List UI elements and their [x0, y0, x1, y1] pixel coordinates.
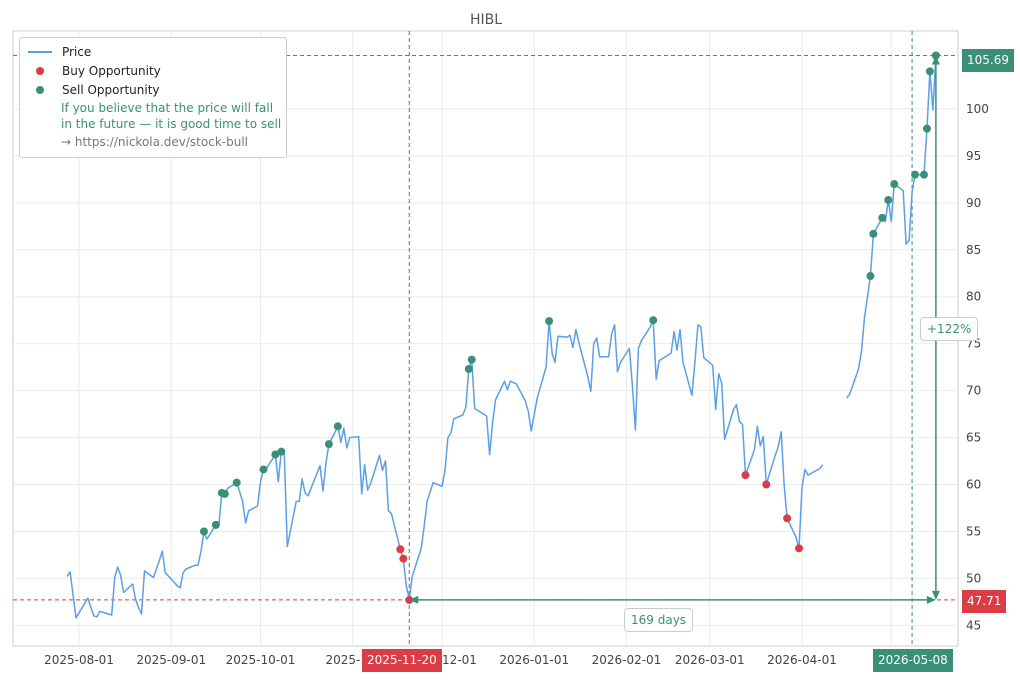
buy-point	[396, 545, 405, 554]
legend-label-sell: Sell Opportunity	[62, 83, 160, 97]
y-tick-label: 95	[966, 149, 981, 163]
buy-dot-swatch	[36, 67, 44, 75]
legend-link[interactable]: → https://nickola.dev/stock-bull	[61, 135, 248, 149]
y-tick-label: 90	[966, 196, 981, 210]
gain-arrow-head-bottom	[931, 590, 940, 600]
sell-point	[211, 520, 220, 529]
gain-arrow-head-top	[931, 55, 940, 65]
buy-point	[795, 544, 804, 553]
sell-point	[890, 180, 899, 189]
sell-dot-swatch	[36, 86, 44, 94]
gain-badge: +122%	[920, 317, 979, 341]
x-tick-label: 2026-01-01	[499, 653, 569, 667]
chart-title: HIBL	[470, 12, 502, 28]
sell-point	[333, 422, 342, 431]
sell-point	[545, 317, 554, 326]
max-date-badge: 2026-05-08	[873, 649, 953, 672]
y-tick-label: 60	[966, 478, 981, 492]
y-tick-label: 85	[966, 243, 981, 257]
sell-point	[277, 447, 286, 456]
min-price-badge: 47.71	[962, 590, 1007, 613]
sell-point	[232, 478, 241, 487]
legend-item-buy: Buy Opportunity	[28, 62, 161, 80]
duration-arrow-head-left	[409, 595, 419, 604]
sell-point	[467, 355, 476, 364]
buy-point	[783, 514, 792, 523]
price-line	[66, 319, 824, 619]
legend-note: If you believe that the price will fall …	[61, 101, 282, 131]
legend-label-buy: Buy Opportunity	[62, 64, 161, 78]
y-tick-label: 70	[966, 384, 981, 398]
x-tick-label: 2026-04-01	[767, 653, 837, 667]
sell-point	[878, 213, 887, 222]
y-tick-label: 45	[966, 618, 981, 632]
sell-point	[324, 440, 333, 449]
price-series	[66, 55, 937, 619]
min-date-badge: 2025-11-20	[362, 649, 442, 672]
y-tick-label: 80	[966, 290, 981, 304]
legend-item-price: Price	[28, 43, 91, 61]
duration-arrow-head-right	[926, 595, 936, 604]
x-tick-label: 2025-09-01	[136, 653, 206, 667]
sell-point	[869, 229, 878, 238]
buy-point	[399, 554, 408, 563]
sell-point	[464, 365, 473, 374]
sell-point	[259, 465, 268, 474]
x-tick-label: 2026-03-01	[675, 653, 745, 667]
price-line-swatch	[28, 51, 52, 53]
duration-badge: 169 days	[624, 608, 694, 632]
sell-point	[911, 170, 920, 179]
price-line	[846, 55, 937, 399]
max-price-badge: 105.69	[962, 49, 1014, 72]
x-axis-ticks: 2025-08-01 2025-09-01 2025-10-01 2025-11- 20…	[44, 653, 899, 667]
x-tick-label: 2026-02-01	[592, 653, 662, 667]
legend-item-sell: Sell Opportunity	[28, 81, 160, 99]
x-tick-label: 2025-10-01	[226, 653, 296, 667]
opportunity-points	[199, 51, 940, 604]
sell-point	[220, 489, 229, 498]
legend-label-price: Price	[62, 45, 92, 59]
sell-point	[866, 272, 875, 281]
y-tick-label: 100	[966, 102, 989, 116]
sell-point	[649, 316, 658, 325]
y-tick-label: 50	[966, 571, 981, 585]
buy-point	[741, 471, 750, 480]
range-arrows	[409, 55, 940, 604]
sell-point	[199, 527, 208, 536]
sell-point	[922, 124, 931, 133]
sell-point	[271, 450, 280, 459]
sell-point	[925, 67, 934, 76]
y-tick-label: 65	[966, 431, 981, 445]
legend: Price Buy Opportunity Sell Opportunity I…	[19, 37, 287, 158]
sell-point	[884, 196, 893, 205]
x-tick-label: 2025-08-01	[44, 653, 114, 667]
sell-point	[919, 170, 928, 179]
y-tick-label: 55	[966, 524, 981, 538]
buy-point	[762, 480, 771, 489]
